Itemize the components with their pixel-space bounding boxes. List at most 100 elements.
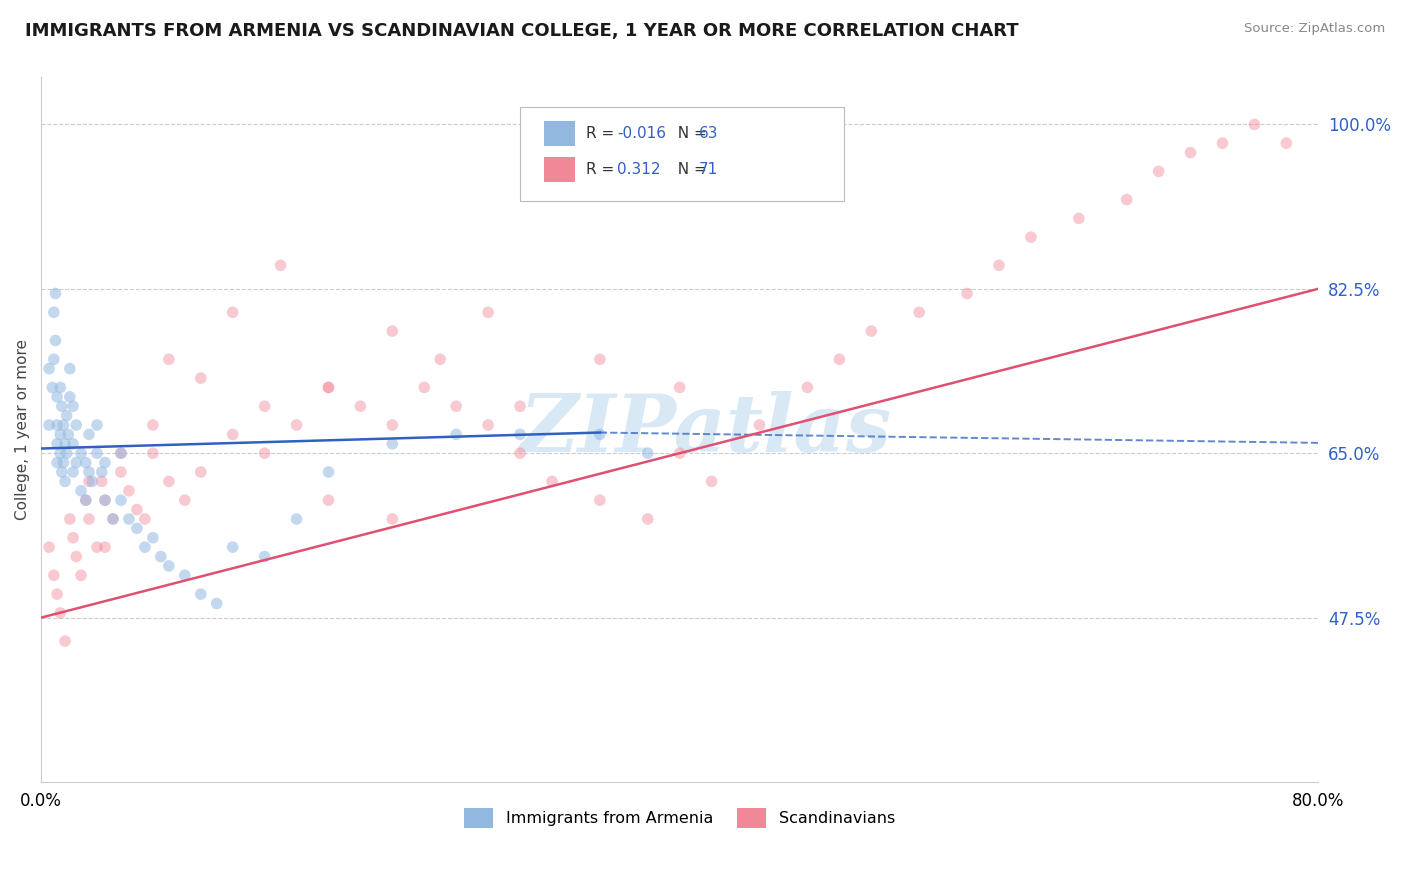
- Point: [110, 446, 132, 460]
- Point: [75, 493, 97, 508]
- Point: [253, 446, 276, 460]
- Point: [62, 531, 84, 545]
- Point: [70, 483, 93, 498]
- Point: [1067, 211, 1090, 226]
- Point: [49, 427, 72, 442]
- Point: [381, 324, 404, 338]
- Point: [82, 475, 104, 489]
- Point: [444, 427, 467, 442]
- Point: [59, 361, 82, 376]
- Point: [110, 465, 132, 479]
- Point: [101, 512, 124, 526]
- Text: 71: 71: [699, 162, 718, 177]
- Point: [44, 334, 66, 348]
- Point: [53, 634, 76, 648]
- Point: [1275, 136, 1298, 151]
- Point: [55, 409, 77, 423]
- Point: [101, 512, 124, 526]
- Point: [509, 399, 531, 413]
- Point: [700, 475, 723, 489]
- Point: [149, 549, 172, 564]
- Point: [318, 465, 340, 479]
- Point: [253, 549, 276, 564]
- Point: [65, 456, 87, 470]
- Y-axis label: College, 1 year or more: College, 1 year or more: [15, 339, 30, 520]
- Point: [509, 427, 531, 442]
- Point: [94, 456, 117, 470]
- Point: [142, 531, 165, 545]
- Point: [190, 465, 212, 479]
- Point: [637, 446, 659, 460]
- Point: [65, 417, 87, 432]
- Point: [173, 568, 195, 582]
- Point: [270, 258, 292, 272]
- Point: [318, 380, 340, 394]
- Point: [381, 437, 404, 451]
- Point: [90, 465, 112, 479]
- Point: [70, 446, 93, 460]
- Point: [77, 427, 100, 442]
- Point: [157, 475, 180, 489]
- Point: [589, 493, 612, 508]
- Point: [796, 380, 818, 394]
- Point: [42, 305, 65, 319]
- Point: [53, 475, 76, 489]
- Point: [38, 417, 60, 432]
- Point: [444, 399, 467, 413]
- Point: [70, 568, 93, 582]
- Point: [86, 446, 108, 460]
- Point: [44, 286, 66, 301]
- Point: [668, 380, 690, 394]
- Point: [42, 568, 65, 582]
- Point: [190, 587, 212, 601]
- Text: IMMIGRANTS FROM ARMENIA VS SCANDINAVIAN COLLEGE, 1 YEAR OR MORE CORRELATION CHAR: IMMIGRANTS FROM ARMENIA VS SCANDINAVIAN …: [25, 22, 1019, 40]
- Point: [49, 380, 72, 394]
- Point: [62, 437, 84, 451]
- Point: [118, 512, 141, 526]
- Point: [62, 399, 84, 413]
- Point: [134, 540, 156, 554]
- Point: [46, 587, 69, 601]
- Point: [253, 399, 276, 413]
- Point: [221, 540, 243, 554]
- Point: [285, 417, 308, 432]
- Point: [90, 475, 112, 489]
- Point: [381, 417, 404, 432]
- Point: [1115, 193, 1137, 207]
- Point: [221, 427, 243, 442]
- Text: 63: 63: [699, 127, 718, 141]
- Point: [1211, 136, 1233, 151]
- Point: [541, 475, 564, 489]
- Point: [46, 390, 69, 404]
- Point: [748, 417, 770, 432]
- Point: [49, 606, 72, 620]
- Text: ZIPatlas: ZIPatlas: [519, 391, 891, 468]
- Point: [94, 493, 117, 508]
- Point: [285, 512, 308, 526]
- Point: [53, 437, 76, 451]
- Point: [157, 558, 180, 573]
- Point: [58, 427, 80, 442]
- Point: [828, 352, 851, 367]
- Point: [1243, 117, 1265, 131]
- Point: [55, 446, 77, 460]
- Point: [49, 446, 72, 460]
- Point: [589, 352, 612, 367]
- Point: [59, 512, 82, 526]
- Point: [86, 540, 108, 554]
- Point: [349, 399, 371, 413]
- Point: [51, 399, 73, 413]
- Point: [46, 456, 69, 470]
- Point: [190, 371, 212, 385]
- Text: N =: N =: [668, 162, 711, 177]
- Text: N =: N =: [668, 127, 711, 141]
- Point: [51, 465, 73, 479]
- Point: [52, 417, 75, 432]
- Legend: Immigrants from Armenia, Scandinavians: Immigrants from Armenia, Scandinavians: [458, 802, 901, 834]
- Point: [110, 493, 132, 508]
- Point: [41, 380, 63, 394]
- Point: [59, 390, 82, 404]
- Text: 0.312: 0.312: [617, 162, 661, 177]
- Text: Source: ZipAtlas.com: Source: ZipAtlas.com: [1244, 22, 1385, 36]
- Point: [589, 427, 612, 442]
